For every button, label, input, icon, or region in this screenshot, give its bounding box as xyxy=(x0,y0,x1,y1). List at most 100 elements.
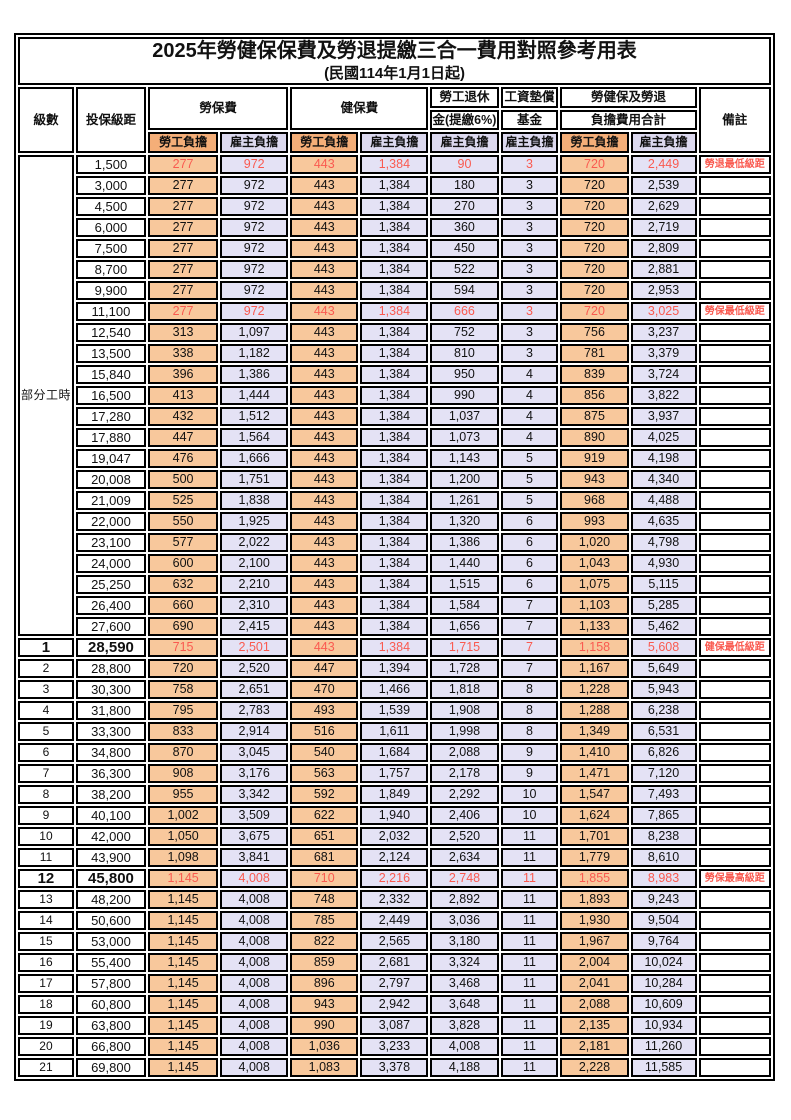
cell-value: 1,384 xyxy=(360,302,429,321)
cell-remark xyxy=(698,470,771,489)
cell-value: 11 xyxy=(500,890,559,909)
cell-value: 3,237 xyxy=(630,323,697,342)
cell-value: 6,826 xyxy=(630,743,697,762)
cell-value: 10,284 xyxy=(630,974,697,993)
cell-value: 277 xyxy=(148,302,219,321)
cell-value: 972 xyxy=(220,176,289,195)
cell-value: 1,145 xyxy=(148,974,219,993)
cell-value: 432 xyxy=(148,407,219,426)
subheader-labor-worker: 勞工負擔 xyxy=(148,132,219,153)
cell-value: 2,032 xyxy=(360,827,429,846)
cell-value: 4,008 xyxy=(220,974,289,993)
cell-value: 1,098 xyxy=(148,848,219,867)
cell-remark xyxy=(698,533,771,552)
cell-bracket: 11,100 xyxy=(75,302,147,321)
subheader-total-employer: 雇主負擔 xyxy=(630,132,697,153)
cell-remark xyxy=(698,659,771,678)
col-header-labor-fee: 勞保費 xyxy=(148,87,289,130)
table-row: 21 69,800 1,145 4,008 1,083 3,378 4,188 11 2,228… xyxy=(18,1058,771,1077)
cell-value: 7 xyxy=(500,638,559,657)
cell-bracket: 34,800 xyxy=(75,743,147,762)
cell-value: 10,609 xyxy=(630,995,697,1014)
cell-bracket: 60,800 xyxy=(75,995,147,1014)
cell-value: 443 xyxy=(290,512,359,531)
cell-level: 4 xyxy=(18,701,74,720)
cell-remark xyxy=(698,596,771,615)
cell-value: 2,088 xyxy=(560,995,629,1014)
table-title-cell: 2025年勞健保保費及勞退提繳三合一費用對照參考用表 (民國114年1月1日起) xyxy=(18,37,771,85)
cell-value: 7,865 xyxy=(630,806,697,825)
cell-bracket: 48,200 xyxy=(75,890,147,909)
table-row: 27,600 690 2,415 443 1,384 1,656 7 1,133 5,462 xyxy=(18,617,771,636)
cell-remark: 勞保最低級距 xyxy=(698,302,771,321)
cell-value: 1,384 xyxy=(360,407,429,426)
cell-value: 990 xyxy=(430,386,499,405)
cell-value: 563 xyxy=(290,764,359,783)
cell-value: 3 xyxy=(500,218,559,237)
cell-value: 2,178 xyxy=(430,764,499,783)
cell-level: 3 xyxy=(18,680,74,699)
cell-value: 2,539 xyxy=(630,176,697,195)
cell-value: 1,466 xyxy=(360,680,429,699)
header-row-1: 級數 投保級距 勞保費 健保費 勞工退休 工資墊償 勞健保及勞退 備註 xyxy=(18,87,771,153)
cell-value: 2,809 xyxy=(630,239,697,258)
cell-level: 10 xyxy=(18,827,74,846)
cell-value: 3,180 xyxy=(430,932,499,951)
subheader-pension-employer: 雇主負擔 xyxy=(430,132,499,153)
cell-value: 1,384 xyxy=(360,491,429,510)
cell-value: 443 xyxy=(290,302,359,321)
cell-value: 822 xyxy=(290,932,359,951)
cell-value: 955 xyxy=(148,785,219,804)
cell-value: 443 xyxy=(290,197,359,216)
cell-value: 360 xyxy=(430,218,499,237)
table-row: 10 42,000 1,050 3,675 651 2,032 2,520 11 1,701 8,… xyxy=(18,827,771,846)
cell-value: 1,925 xyxy=(220,512,289,531)
cell-value: 2,449 xyxy=(360,911,429,930)
cell-value: 6 xyxy=(500,554,559,573)
cell-remark: 健保最低級距 xyxy=(698,638,771,657)
cell-level: 19 xyxy=(18,1016,74,1035)
cell-remark xyxy=(698,491,771,510)
cell-value: 3 xyxy=(500,239,559,258)
cell-remark: 勞保最高級距 xyxy=(698,869,771,888)
cell-value: 443 xyxy=(290,470,359,489)
cell-value: 3,087 xyxy=(360,1016,429,1035)
cell-value: 8,610 xyxy=(630,848,697,867)
table-row: 22,000 550 1,925 443 1,384 1,320 6 993 4,635 xyxy=(18,512,771,531)
cell-value: 9 xyxy=(500,764,559,783)
cell-level: 16 xyxy=(18,953,74,972)
cell-value: 3 xyxy=(500,281,559,300)
cell-bracket: 26,400 xyxy=(75,596,147,615)
cell-remark xyxy=(698,1058,771,1077)
cell-value: 1,893 xyxy=(560,890,629,909)
cell-bracket: 6,000 xyxy=(75,218,147,237)
cell-value: 856 xyxy=(560,386,629,405)
cell-bracket: 22,000 xyxy=(75,512,147,531)
cell-value: 447 xyxy=(148,428,219,447)
cell-value: 720 xyxy=(560,281,629,300)
cell-value: 1,384 xyxy=(360,512,429,531)
cell-value: 972 xyxy=(220,239,289,258)
table-row: 19,047 476 1,666 443 1,384 1,143 5 919 4,198 xyxy=(18,449,771,468)
cell-remark xyxy=(698,617,771,636)
cell-value: 1,349 xyxy=(560,722,629,741)
table-row: 26,400 660 2,310 443 1,384 1,584 7 1,103 5,285 xyxy=(18,596,771,615)
cell-value: 748 xyxy=(290,890,359,909)
cell-level: 17 xyxy=(18,974,74,993)
cell-value: 1,002 xyxy=(148,806,219,825)
cell-value: 3,675 xyxy=(220,827,289,846)
cell-remark xyxy=(698,365,771,384)
table-row: 6 34,800 870 3,045 540 1,684 2,088 9 1,410 6,826 xyxy=(18,743,771,762)
cell-value: 6,531 xyxy=(630,722,697,741)
cell-value: 9,243 xyxy=(630,890,697,909)
cell-value: 3,342 xyxy=(220,785,289,804)
cell-value: 1,384 xyxy=(360,218,429,237)
cell-value: 9 xyxy=(500,743,559,762)
cell-value: 525 xyxy=(148,491,219,510)
cell-value: 2,100 xyxy=(220,554,289,573)
cell-level: 6 xyxy=(18,743,74,762)
cell-value: 2,501 xyxy=(220,638,289,657)
cell-value: 2,210 xyxy=(220,575,289,594)
cell-value: 943 xyxy=(290,995,359,1014)
cell-value: 4,008 xyxy=(430,1037,499,1056)
